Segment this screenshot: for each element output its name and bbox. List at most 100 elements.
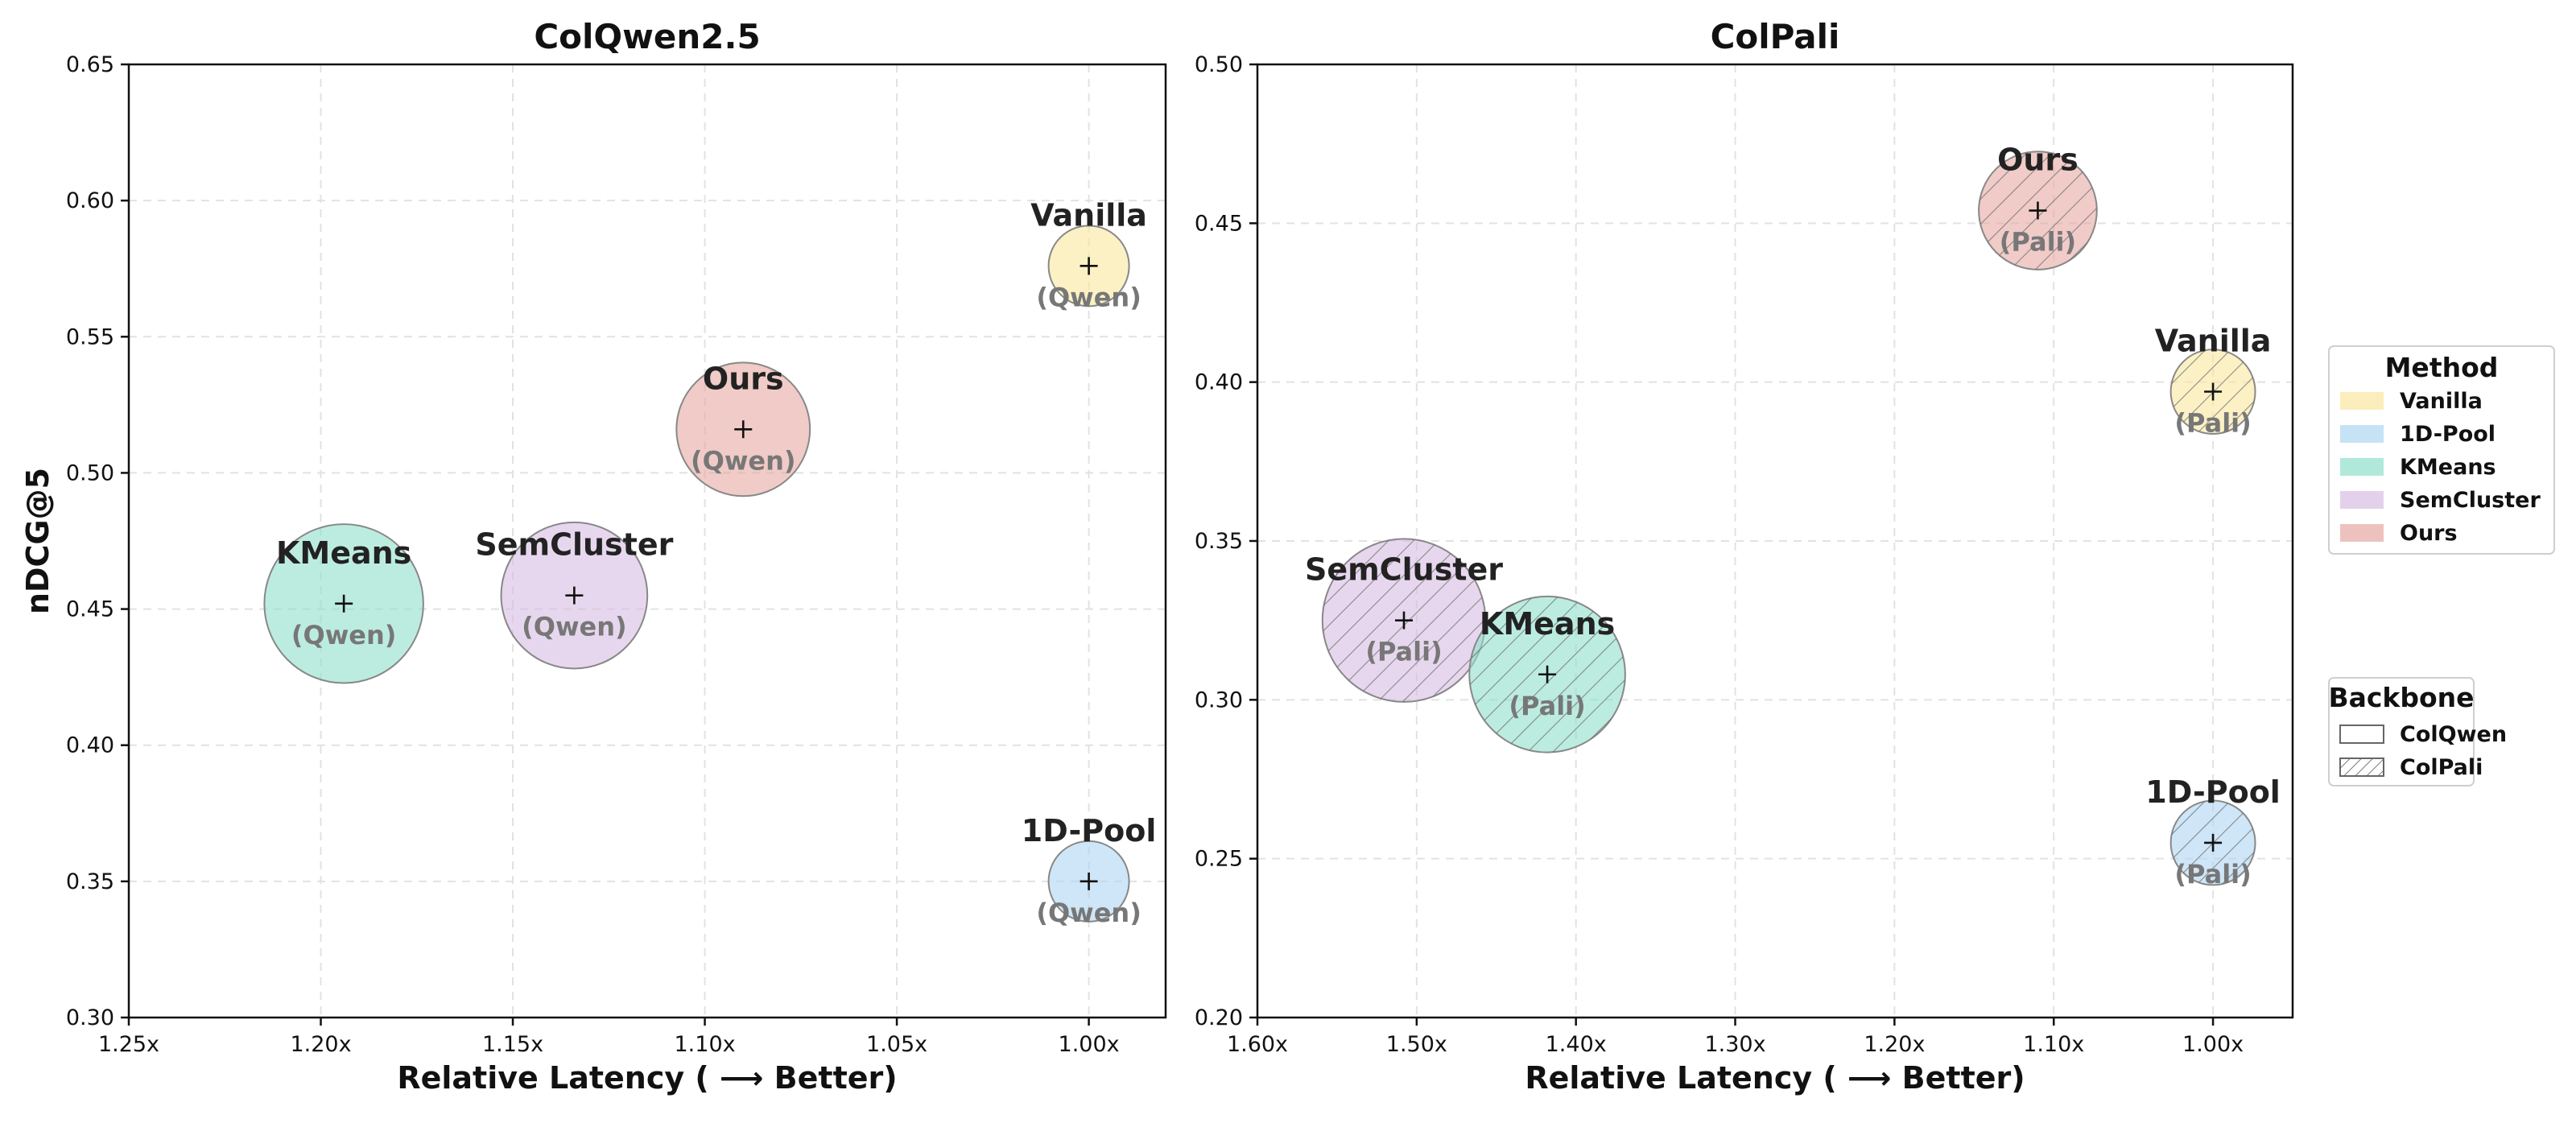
center-marker (2029, 201, 2047, 220)
bubble-sublabel: (Qwen) (522, 612, 627, 642)
center-marker (1538, 665, 1557, 683)
legend-item-semcluster: SemCluster (2340, 488, 2541, 513)
bubble-semcluster: SemCluster (Qwen) (475, 521, 674, 670)
x-tick-label: 1.40x (1546, 1032, 1607, 1057)
legend-label: ColQwen (2400, 722, 2507, 747)
y-tick-label: 0.50 (1195, 52, 1243, 77)
bubble-sublabel: (Pali) (1365, 637, 1442, 667)
center-marker (1080, 872, 1098, 890)
legend-item-kmeans: KMeans (2340, 455, 2496, 480)
legend-label: ColPali (2400, 755, 2483, 780)
bubble-label: SemCluster (1305, 552, 1503, 588)
bubble-label: KMeans (276, 535, 411, 571)
center-marker (734, 420, 753, 439)
bubble-sublabel: (Qwen) (1036, 898, 1141, 928)
x-tick-label: 1.20x (290, 1032, 351, 1057)
y-tick-label: 0.50 (66, 460, 114, 485)
bubble-1d-pool: 1D-Pool (Pali) (2145, 774, 2281, 890)
legend-label: Vanilla (2400, 389, 2483, 414)
chart-title: ColQwen2.5 (534, 17, 760, 56)
bubble-ours: Ours (Qwen) (675, 361, 811, 497)
x-tick-label: 1.00x (2182, 1032, 2244, 1057)
bubble-1d-pool: 1D-Pool (Qwen) (1022, 813, 1157, 928)
legend-item-vanilla: Vanilla (2340, 389, 2483, 414)
y-tick-label: 0.65 (66, 52, 114, 77)
bubble-label: KMeans (1480, 606, 1615, 642)
y-tick-label: 0.30 (1195, 687, 1243, 712)
y-tick-label: 0.35 (1195, 529, 1243, 554)
y-axis-label: nDCG@5 (20, 468, 56, 614)
x-axis-label: Relative Latency ( ⟶ Better) (1525, 1060, 2025, 1096)
y-tick-label: 0.45 (1195, 211, 1243, 236)
legend-label: Ours (2400, 521, 2458, 546)
legend-swatch (2340, 425, 2384, 443)
bubble-kmeans: KMeans (Pali) (1468, 595, 1626, 753)
legend-swatch (2339, 724, 2384, 744)
bubble-kmeans: KMeans (Qwen) (263, 523, 424, 684)
plot-frame (127, 63, 1167, 1019)
legend-method: Method Vanilla 1D-Pool KMeans SemCluster Our… (2328, 345, 2555, 555)
bubble-vanilla: Vanilla (Qwen) (1030, 197, 1147, 312)
legend-label: KMeans (2400, 455, 2496, 480)
bubble-sublabel: (Pali) (1509, 691, 1585, 721)
y-tick-label: 0.60 (66, 188, 114, 213)
bubble-vanilla: Vanilla (Pali) (2155, 324, 2272, 439)
x-tick-label: 1.00x (1059, 1032, 1120, 1057)
y-tick-label: 0.30 (66, 1005, 114, 1030)
legend-swatch (2340, 458, 2384, 476)
x-tick-label: 1.05x (866, 1032, 927, 1057)
x-tick-label: 1.30x (1704, 1032, 1765, 1057)
bubble-sublabel: (Qwen) (691, 445, 796, 476)
x-axis-label: Relative Latency ( ⟶ Better) (397, 1060, 897, 1096)
center-marker (1395, 611, 1414, 630)
y-tick-label: 0.45 (66, 597, 114, 622)
legend-label: SemCluster (2400, 488, 2541, 513)
center-marker (565, 586, 584, 605)
x-tick-label: 1.15x (482, 1032, 543, 1057)
bubble-sublabel: (Pali) (2174, 859, 2251, 890)
chart-colpali: ColPali SemCluster(Pali)KMeans(Pali)Ours… (1195, 17, 2294, 1096)
bubble-semcluster: SemCluster (Pali) (1305, 538, 1503, 703)
axis-ticks: 1.60x 1.50x 1.40x 1.30x 1.20x 1.10x 1.00x 0.20 0… (1195, 52, 2244, 1057)
legend-title: Method (2385, 352, 2499, 383)
legend-backbone: Backbone ColQwen ColPali (2328, 677, 2507, 786)
center-marker (2204, 382, 2223, 401)
bubble-label: 1D-Pool (2145, 774, 2281, 810)
bubble-label: Vanilla (1030, 197, 1147, 233)
x-tick-label: 1.10x (675, 1032, 736, 1057)
x-tick-label: 1.20x (1864, 1032, 1925, 1057)
legend-item-ours: Ours (2340, 521, 2458, 546)
x-tick-label: 1.60x (1227, 1032, 1288, 1057)
center-marker (2204, 833, 2223, 852)
center-marker (1080, 257, 1098, 275)
legend-item-colpali: ColPali (2339, 755, 2483, 780)
bubble-layer: SemCluster(Pali)KMeans(Pali)Ours(Pali)Va… (1305, 142, 2281, 890)
bubble-sublabel: (Qwen) (291, 620, 397, 650)
legend-swatch (2339, 758, 2384, 777)
legend-swatch (2340, 392, 2384, 410)
legend-label: 1D-Pool (2400, 422, 2496, 447)
axis-ticks: 1.25x 1.20x 1.15x 1.10x 1.05x 1.00x 0.30 0.35 0.… (66, 52, 1120, 1057)
bubble-label: Vanilla (2155, 324, 2272, 359)
y-tick-label: 0.40 (66, 733, 114, 758)
legend-box (2328, 345, 2555, 555)
legend-item-1d-pool: 1D-Pool (2340, 422, 2496, 447)
y-tick-label: 0.55 (66, 324, 114, 349)
x-tick-label: 1.25x (98, 1032, 159, 1057)
legend-swatch (2340, 524, 2384, 542)
bubble-sublabel: (Pali) (2000, 227, 2076, 258)
chart-colqwen: ColQwen2.5 KMeans(Qwen)SemCluster(Qwen)O… (20, 17, 1167, 1096)
center-marker (335, 594, 353, 613)
chart-title: ColPali (1711, 17, 1840, 56)
bubble-label: 1D-Pool (1022, 813, 1157, 848)
bubble-label: Ours (1997, 142, 2079, 178)
y-tick-label: 0.20 (1195, 1005, 1243, 1030)
bubble-ours: Ours (Pali) (1978, 142, 2098, 270)
y-tick-label: 0.40 (1195, 370, 1243, 395)
y-tick-label: 0.25 (1195, 847, 1243, 872)
legend-swatch (2340, 491, 2384, 509)
x-tick-label: 1.10x (2023, 1032, 2084, 1057)
bubble-sublabel: (Pali) (2174, 408, 2251, 439)
legend-title: Backbone (2328, 682, 2474, 713)
